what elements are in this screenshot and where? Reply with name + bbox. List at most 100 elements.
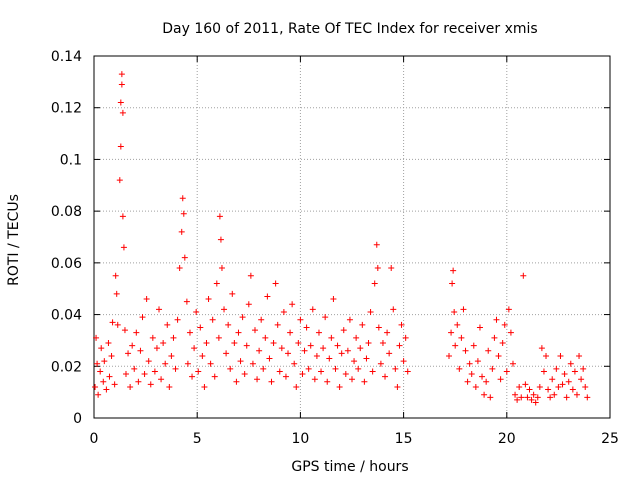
data-point <box>184 360 191 367</box>
data-point <box>101 358 108 365</box>
data-point <box>509 360 516 367</box>
data-point <box>97 368 104 375</box>
data-point <box>553 365 560 372</box>
data-point <box>118 71 125 78</box>
data-point <box>116 177 123 184</box>
data-point <box>272 280 279 287</box>
data-point <box>95 391 102 398</box>
data-point <box>375 324 382 331</box>
data-point <box>474 358 481 365</box>
data-point <box>398 321 405 328</box>
data-point <box>512 391 519 398</box>
x-tick-label: 10 <box>291 431 309 447</box>
data-point <box>390 306 397 313</box>
data-point <box>305 365 312 372</box>
data-point <box>162 360 169 367</box>
data-point <box>460 306 467 313</box>
data-point <box>129 342 136 349</box>
data-point <box>346 316 353 323</box>
data-point <box>100 378 107 385</box>
data-point <box>293 383 300 390</box>
data-point <box>584 394 591 401</box>
data-point <box>195 368 202 375</box>
data-point <box>149 334 156 341</box>
data-point <box>400 358 407 365</box>
data-point <box>543 352 550 359</box>
data-point <box>139 314 146 321</box>
data-point <box>324 378 331 385</box>
data-point <box>450 267 457 274</box>
data-point <box>322 314 329 321</box>
data-point <box>371 280 378 287</box>
data-point <box>249 360 256 367</box>
data-point <box>462 347 469 354</box>
data-point <box>251 327 258 334</box>
data-point <box>243 342 250 349</box>
axis-ticks <box>93 55 611 419</box>
data-point <box>377 360 384 367</box>
data-point <box>555 383 562 390</box>
data-point <box>516 383 523 390</box>
data-point <box>491 334 498 341</box>
data-point <box>217 236 224 243</box>
data-point <box>396 342 403 349</box>
data-point <box>382 373 389 380</box>
data-point <box>235 329 242 336</box>
data-point <box>340 327 347 334</box>
data-point <box>189 373 196 380</box>
data-point <box>497 376 504 383</box>
data-point <box>373 241 380 248</box>
data-point <box>485 347 492 354</box>
data-point <box>320 345 327 352</box>
x-tick-label: 5 <box>193 431 202 447</box>
data-point <box>143 296 150 303</box>
data-point <box>578 376 585 383</box>
data-point <box>127 383 134 390</box>
data-point <box>176 265 183 272</box>
data-point <box>223 350 230 357</box>
data-point <box>233 378 240 385</box>
data-point <box>532 399 539 406</box>
data-point <box>394 383 401 390</box>
data-point <box>526 386 533 393</box>
data-point <box>332 365 339 372</box>
data-point <box>334 342 341 349</box>
data-point <box>563 394 570 401</box>
data-point <box>264 293 271 300</box>
data-point <box>501 321 508 328</box>
x-tick-labels: 0 5 10 15 20 25 <box>90 431 619 447</box>
data-point <box>191 345 198 352</box>
data-point <box>569 386 576 393</box>
data-point <box>330 296 337 303</box>
data-point <box>108 352 115 359</box>
data-point <box>573 391 580 398</box>
data-point <box>231 340 238 347</box>
data-point <box>120 244 127 251</box>
x-tick-label: 15 <box>395 431 413 447</box>
data-point <box>103 386 110 393</box>
data-point <box>367 308 374 315</box>
data-point <box>338 350 345 357</box>
data-point <box>92 383 99 390</box>
data-point <box>326 355 333 362</box>
data-point <box>524 394 531 401</box>
data-point <box>168 352 175 359</box>
data-point <box>247 272 254 279</box>
data-point <box>363 355 370 362</box>
data-point <box>388 265 395 272</box>
data-point <box>193 308 200 315</box>
data-point <box>379 340 386 347</box>
data-point <box>268 378 275 385</box>
data-point <box>276 368 283 375</box>
data-point <box>199 352 206 359</box>
data-point <box>344 347 351 354</box>
data-point <box>505 306 512 313</box>
data-point <box>452 342 459 349</box>
data-point <box>254 376 261 383</box>
data-point <box>186 329 193 336</box>
data-point <box>520 272 527 279</box>
data-point <box>559 381 566 388</box>
data-point <box>456 365 463 372</box>
data-point <box>270 340 277 347</box>
data-point <box>209 316 216 323</box>
